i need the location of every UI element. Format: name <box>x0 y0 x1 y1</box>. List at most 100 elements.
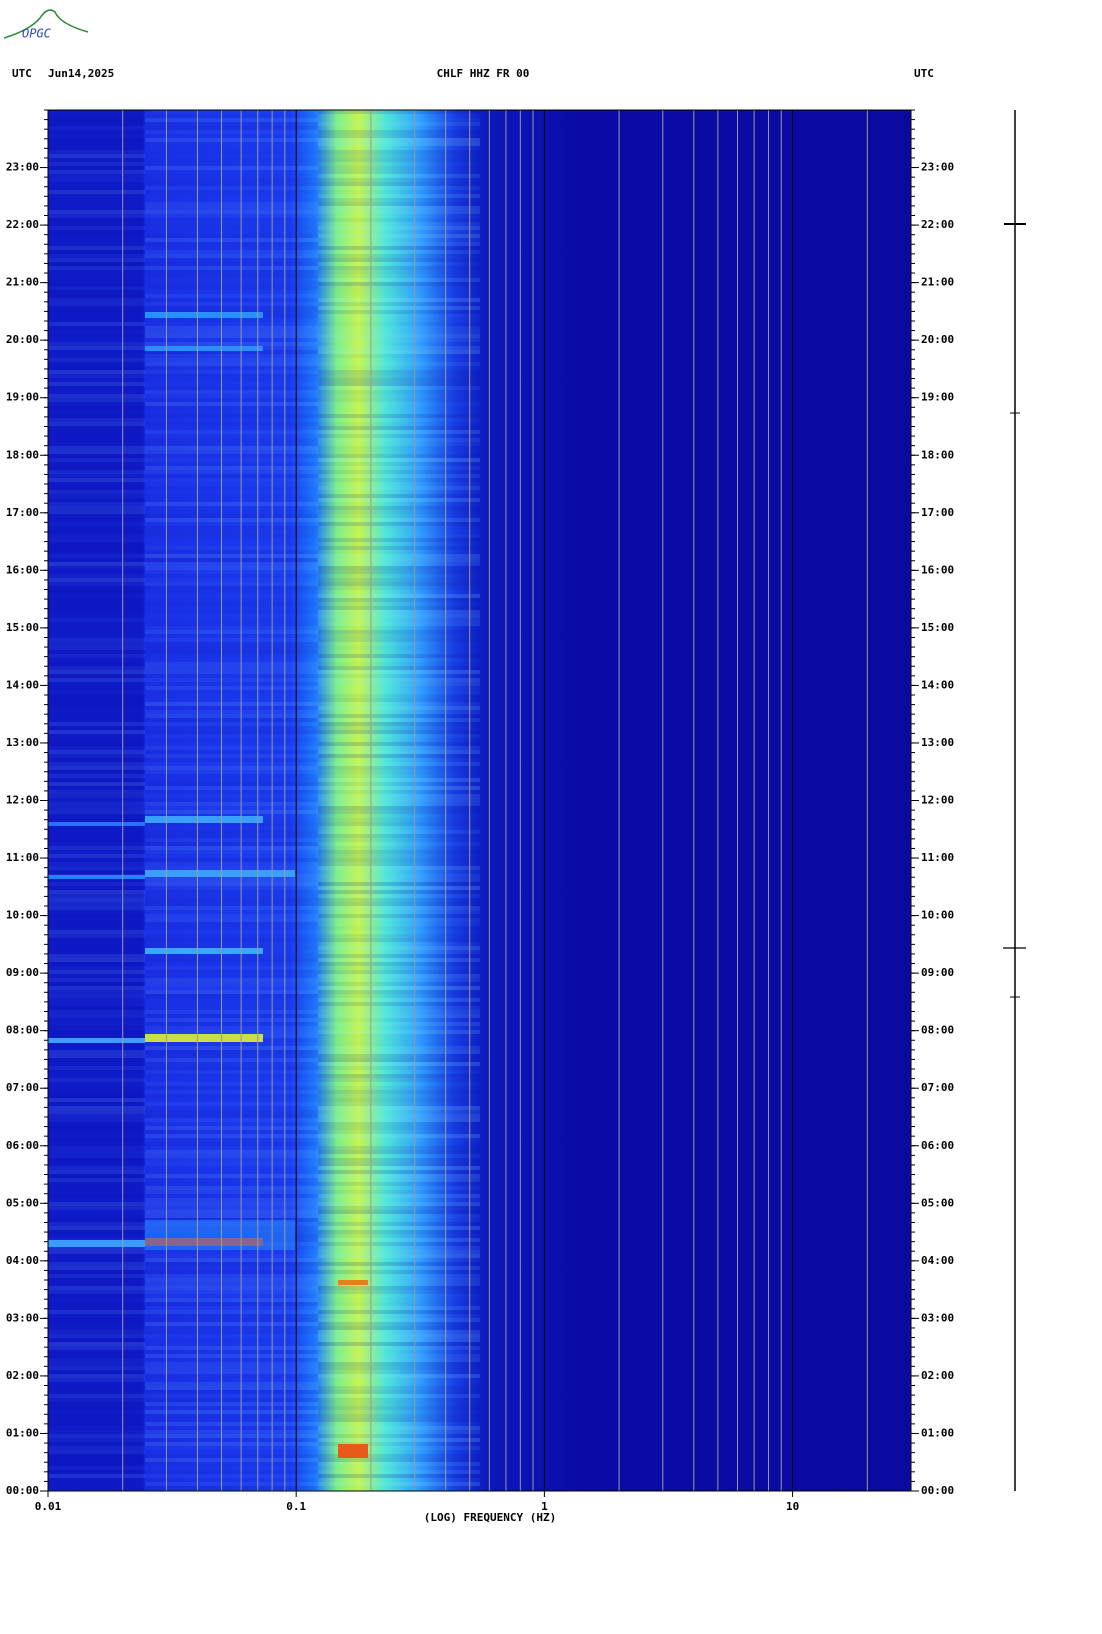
texture-row <box>318 1034 480 1038</box>
texture-row <box>145 1154 318 1158</box>
texture-row <box>318 466 480 470</box>
texture-row <box>318 646 480 650</box>
texture-row <box>145 1350 318 1354</box>
texture-row <box>48 966 145 970</box>
texture-row <box>48 710 145 714</box>
texture-row <box>318 606 480 610</box>
texture-row <box>318 118 480 122</box>
texture-row <box>318 1242 480 1246</box>
texture-row <box>145 410 318 414</box>
texture-row <box>145 878 318 882</box>
texture-row <box>318 650 480 654</box>
texture-row <box>318 290 480 294</box>
texture-row <box>318 1254 480 1258</box>
texture-row <box>145 1462 318 1466</box>
texture-row <box>145 1058 318 1062</box>
texture-row <box>145 490 318 494</box>
texture-row <box>145 1002 318 1006</box>
texture-row <box>318 1170 480 1174</box>
texture-row <box>318 1366 480 1370</box>
texture-row <box>318 274 480 278</box>
texture-row <box>318 350 480 354</box>
texture-row <box>145 1066 318 1070</box>
texture-row <box>48 206 145 210</box>
texture-row <box>48 154 145 158</box>
texture-row <box>318 478 480 482</box>
texture-row <box>48 1366 145 1370</box>
y-tick-label-right: 20:00 <box>921 333 954 346</box>
texture-row <box>145 1406 318 1410</box>
texture-row <box>48 442 145 446</box>
texture-row <box>318 1218 480 1222</box>
texture-row <box>318 1026 480 1030</box>
texture-row <box>48 590 145 594</box>
texture-row <box>318 890 480 894</box>
y-tick-label-left: 12:00 <box>6 794 39 807</box>
texture-row <box>145 334 318 338</box>
texture-row <box>318 982 480 986</box>
x-tick-label: 10 <box>786 1500 799 1513</box>
texture-row <box>145 138 318 142</box>
texture-row <box>48 1014 145 1018</box>
texture-row <box>145 626 318 630</box>
texture-row <box>145 670 318 674</box>
texture-row <box>48 1474 145 1478</box>
texture-row <box>48 230 145 234</box>
texture-row <box>48 374 145 378</box>
texture-row <box>145 266 318 270</box>
texture-row <box>318 370 480 374</box>
texture-row <box>318 1018 480 1022</box>
texture-row <box>318 974 480 978</box>
texture-row <box>318 1466 480 1470</box>
texture-row <box>318 1282 480 1286</box>
texture-row <box>318 514 480 518</box>
texture-row <box>318 258 480 262</box>
texture-row <box>48 1142 145 1146</box>
texture-row <box>318 1410 480 1414</box>
texture-row <box>318 358 480 362</box>
texture-row <box>318 150 480 154</box>
texture-row <box>145 542 318 546</box>
texture-row <box>48 446 145 450</box>
texture-row <box>145 398 318 402</box>
texture-row <box>145 598 318 602</box>
logo-curve <box>3 9 89 39</box>
texture-row <box>48 814 145 818</box>
texture-row <box>318 206 480 210</box>
texture-row <box>145 1310 318 1314</box>
texture-row <box>318 1070 480 1074</box>
texture-row <box>48 778 145 782</box>
texture-row <box>318 910 480 914</box>
texture-row <box>145 1130 318 1134</box>
texture-row <box>318 658 480 662</box>
texture-row <box>145 646 318 650</box>
texture-row <box>145 762 318 766</box>
texture-row <box>318 970 480 974</box>
texture-row <box>48 146 145 150</box>
texture-row <box>145 1470 318 1474</box>
texture-row <box>145 1418 318 1422</box>
texture-row <box>48 714 145 718</box>
texture-row <box>318 1318 480 1322</box>
texture-row <box>48 914 145 918</box>
event-streak <box>145 312 263 318</box>
texture-row <box>318 366 480 370</box>
texture-row <box>318 1378 480 1382</box>
texture-row <box>145 1318 318 1322</box>
texture-row <box>145 190 318 194</box>
texture-row <box>145 998 318 1002</box>
texture-row <box>145 262 318 266</box>
texture-row <box>145 170 318 174</box>
texture-row <box>48 134 145 138</box>
texture-row <box>145 794 318 798</box>
texture-row <box>145 462 318 466</box>
texture-row <box>48 406 145 410</box>
texture-row <box>48 598 145 602</box>
texture-row <box>318 1134 480 1138</box>
texture-row <box>145 342 318 346</box>
texture-row <box>48 1110 145 1114</box>
texture-row <box>48 862 145 866</box>
texture-row <box>318 1322 480 1326</box>
texture-row <box>48 158 145 162</box>
